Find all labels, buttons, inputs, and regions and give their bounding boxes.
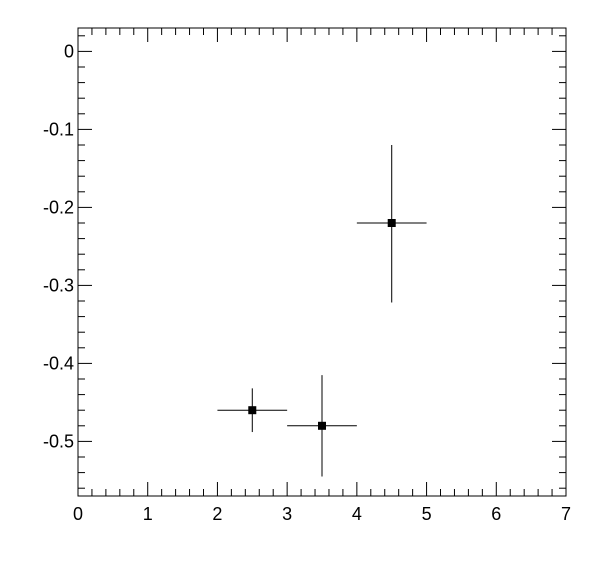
x-axis-ticks	[77, 28, 567, 496]
data-point	[217, 388, 288, 433]
square-marker	[387, 219, 396, 227]
data-points	[217, 145, 427, 477]
y-axis-tick-labels: 0 -0.1 -0.2 -0.3 -0.4 -0.5	[43, 41, 74, 451]
x-tick-label: 0	[73, 504, 83, 524]
data-point	[356, 145, 427, 303]
plot-frame	[77, 27, 567, 497]
y-tick-label: -0.3	[43, 275, 74, 295]
x-tick-label: 2	[212, 504, 222, 524]
x-tick-label: 6	[491, 504, 501, 524]
y-tick-label: -0.2	[43, 197, 74, 217]
x-tick-label: 1	[143, 504, 153, 524]
x-tick-label: 3	[282, 504, 292, 524]
x-tick-label: 5	[422, 504, 432, 524]
y-axis-ticks	[78, 35, 566, 489]
square-marker	[318, 421, 326, 430]
y-tick-label: 0	[64, 41, 74, 61]
x-tick-label: 7	[561, 504, 571, 524]
y-tick-label: -0.4	[43, 353, 74, 373]
x-tick-label: 4	[352, 504, 362, 524]
square-marker	[248, 406, 257, 415]
y-tick-label: -0.1	[43, 119, 74, 139]
y-tick-label: -0.5	[43, 431, 74, 451]
data-point	[287, 375, 357, 477]
x-axis-tick-labels: 0 1 2 3 4 5 6 7	[73, 504, 571, 524]
